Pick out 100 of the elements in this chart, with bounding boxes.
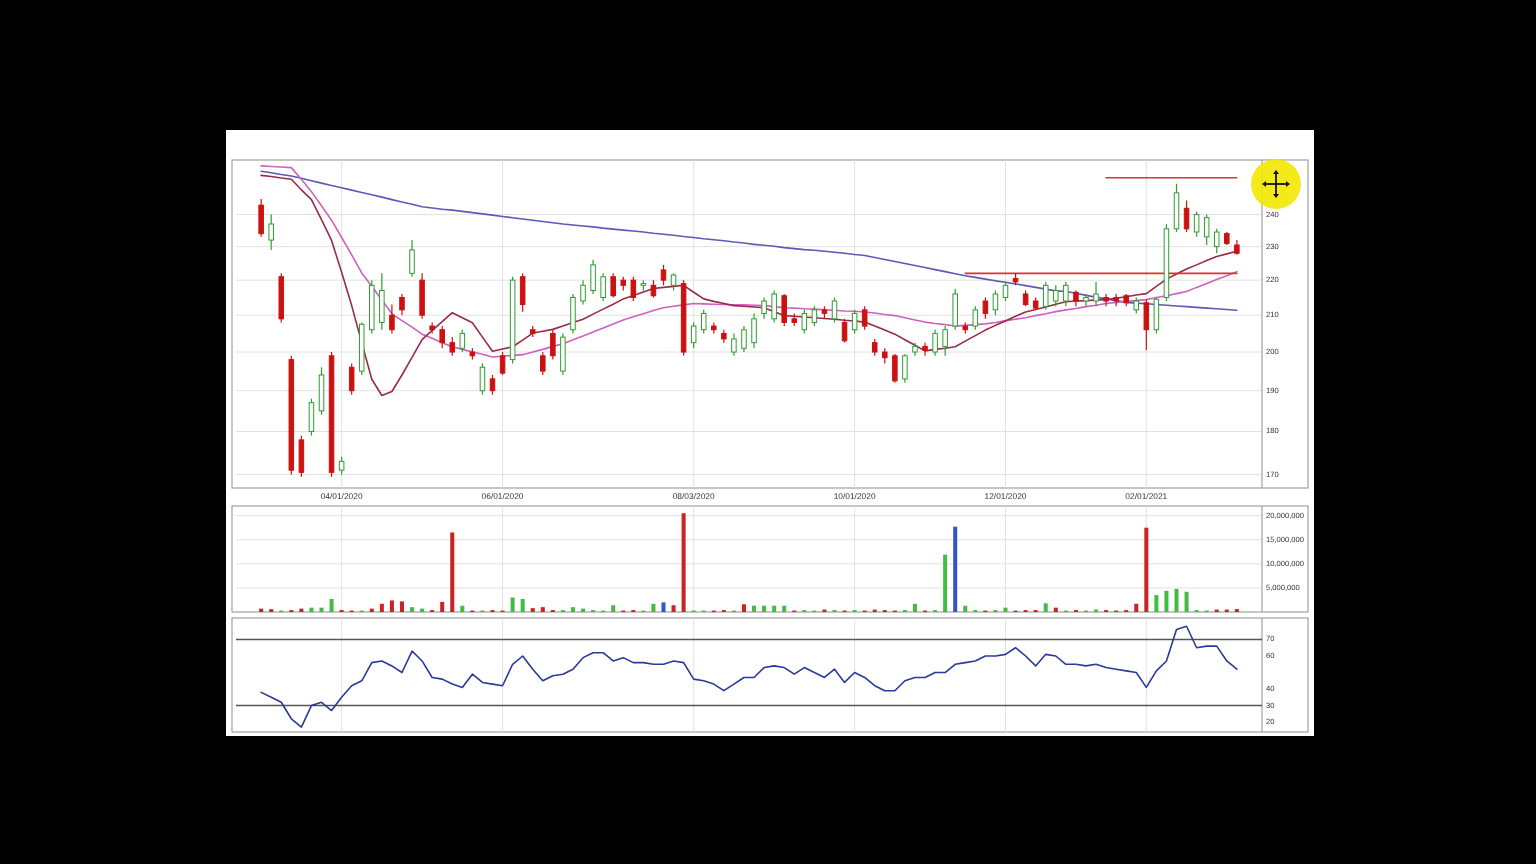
candlestick	[419, 272, 425, 320]
candlestick	[580, 279, 586, 306]
candlestick	[1203, 213, 1210, 246]
candlestick	[811, 305, 818, 327]
candlestick	[741, 325, 747, 353]
candlestick	[318, 366, 325, 416]
candlestick	[982, 296, 989, 320]
candlestick	[690, 321, 697, 349]
candlestick	[348, 362, 355, 396]
candlestick	[560, 332, 566, 376]
candlestick	[952, 288, 958, 331]
candlestick	[449, 336, 456, 357]
bar	[1164, 590, 1169, 612]
bar	[772, 605, 777, 612]
bar	[399, 601, 404, 612]
bar	[450, 532, 455, 612]
candlestick	[258, 198, 264, 238]
candlestick	[972, 305, 979, 331]
bar	[1174, 588, 1179, 612]
candlestick	[550, 329, 556, 361]
candlestick	[1002, 281, 1009, 302]
candlestick	[831, 296, 838, 324]
bar	[762, 605, 767, 612]
bar	[1144, 527, 1149, 612]
candlestick	[489, 374, 496, 396]
candlestick	[861, 305, 868, 331]
bar	[379, 603, 384, 612]
candlestick	[409, 239, 415, 278]
candlestick	[1113, 293, 1119, 307]
candlestick	[298, 435, 305, 478]
bar	[329, 598, 334, 612]
candlestick	[630, 276, 637, 302]
candlestick	[942, 325, 948, 357]
candlestick	[499, 351, 506, 376]
candlestick	[700, 309, 707, 334]
bar	[681, 513, 686, 612]
bar	[651, 603, 656, 612]
candlestick	[1053, 284, 1059, 307]
candlestick	[1153, 296, 1160, 334]
candlestick	[902, 353, 908, 384]
bar	[520, 598, 525, 612]
candlestick	[519, 272, 526, 313]
candlestick	[1173, 183, 1180, 233]
candlestick	[369, 279, 375, 334]
candlestick	[841, 318, 848, 344]
candlestick	[1143, 298, 1150, 351]
bar	[782, 605, 787, 612]
candlestick	[992, 289, 999, 316]
candlestick	[600, 272, 606, 302]
bar	[752, 605, 757, 612]
candlestick	[932, 329, 938, 357]
candlestick	[851, 309, 858, 334]
candlestick	[590, 259, 596, 295]
candlestick	[751, 312, 757, 349]
bar	[1184, 591, 1189, 612]
candlestick	[479, 362, 486, 396]
candlestick	[610, 272, 616, 299]
candlestick	[1063, 281, 1069, 307]
candlestick	[389, 303, 395, 334]
candlestick	[922, 342, 928, 357]
candlestick	[439, 325, 445, 349]
bar	[510, 597, 515, 612]
line-series	[260, 165, 1238, 358]
bar	[912, 603, 917, 612]
bar	[611, 605, 616, 612]
candlestick	[1213, 228, 1220, 254]
bar	[1134, 603, 1139, 612]
candlestick	[358, 321, 365, 376]
candlestick	[1042, 281, 1049, 311]
candlestick	[570, 293, 576, 334]
candlestick	[1083, 293, 1089, 307]
candlestick	[1093, 281, 1099, 307]
bar	[943, 554, 948, 612]
candlestick	[399, 293, 405, 316]
line-series	[260, 625, 1238, 728]
bar	[671, 605, 676, 612]
candlestick	[308, 398, 315, 437]
candlestick	[1193, 210, 1200, 238]
bar	[953, 526, 958, 612]
candlestick	[771, 289, 777, 324]
bar	[741, 604, 746, 612]
candlestick	[429, 321, 435, 334]
bar	[389, 600, 394, 612]
candlestick	[892, 353, 898, 384]
bar	[661, 602, 666, 612]
candlestick	[761, 296, 767, 320]
candlestick	[540, 351, 546, 376]
bar	[963, 605, 968, 612]
bar	[1154, 595, 1159, 612]
bar	[460, 605, 465, 612]
candlestick	[801, 309, 808, 334]
candlestick	[278, 272, 285, 324]
candlestick	[781, 293, 787, 327]
candlestick	[731, 332, 737, 357]
line-series	[260, 174, 1238, 397]
candlestick	[660, 264, 667, 286]
candlestick	[1103, 293, 1109, 307]
bar	[440, 601, 445, 612]
candlestick	[459, 329, 466, 353]
candlestick	[379, 272, 385, 331]
